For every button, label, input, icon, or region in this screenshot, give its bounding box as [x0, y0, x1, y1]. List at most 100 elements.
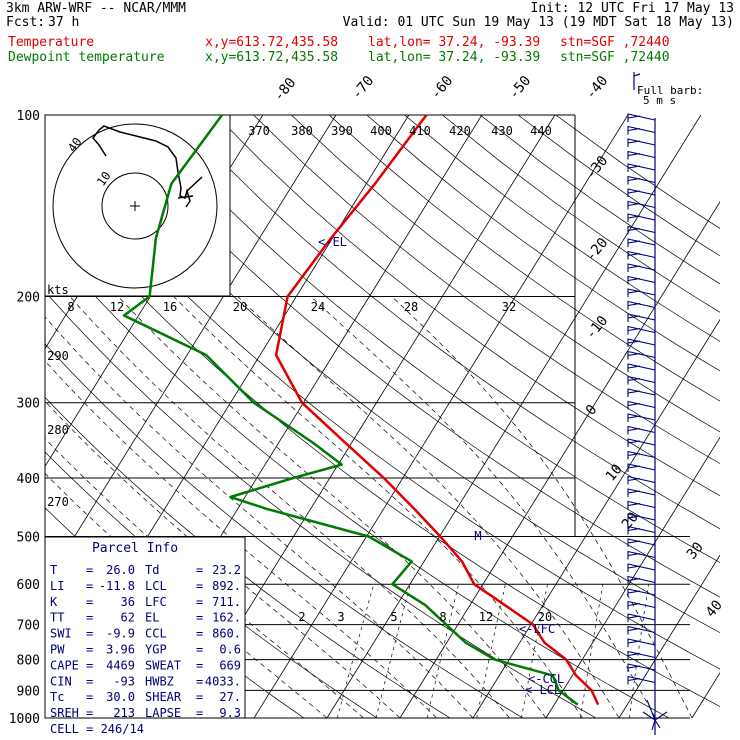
wind-barb [627, 350, 656, 360]
parcel-row-value: -93 [113, 674, 135, 688]
wind-barb [627, 400, 656, 410]
parcel-row-label: YGP [145, 643, 167, 657]
theta-label: 270 [47, 495, 69, 509]
wind-barb [627, 175, 656, 185]
isobar-label: 1000 [9, 712, 40, 727]
isotherm-line [691, 672, 720, 718]
mixing-ratio-label: 8 [439, 610, 446, 624]
theta-label: 400 [370, 124, 392, 138]
parcel-row-equals: = [196, 563, 203, 577]
hodograph-ring [101, 172, 169, 240]
parcel-row-value: 27. [219, 690, 241, 704]
parcel-row-equals: = [86, 658, 93, 672]
clipped-lines [45, 115, 720, 718]
mixing-ratio-line [580, 584, 604, 718]
isotherm-label: 30 [684, 539, 707, 562]
parcel-row-value: -9.9 [106, 627, 135, 641]
dewpoint-xy: x,y=613.72,435.58 [205, 50, 339, 65]
wind-barb [627, 600, 656, 610]
wind-barb [627, 413, 656, 422]
parcel-box-frame [44, 536, 246, 719]
parcel-info-title: Parcel Info [92, 541, 178, 556]
wind-barb [627, 613, 656, 622]
lfc-annotation: <-LFC [519, 622, 555, 636]
theta-label: 380 [291, 124, 313, 138]
wind-barb [627, 113, 656, 122]
hodograph-trace [92, 125, 191, 208]
parcel-row-equals: = [196, 611, 203, 625]
parcel-row-label: Tc [50, 690, 64, 704]
mixing-ratio-label: 5 [390, 610, 397, 624]
parcel-row-value: 162. [212, 611, 241, 625]
wind-barb [627, 538, 656, 547]
isobar-label: 700 [17, 619, 40, 634]
wind-barb [627, 150, 656, 160]
dewpoint-label: Dewpoint temperature [8, 50, 165, 65]
parcel-row-equals: = [196, 643, 203, 657]
speed-label: 12 [110, 300, 124, 314]
wind-barb-sample [633, 72, 641, 90]
parcel-row-equals: = [86, 611, 93, 625]
parcel-row-label: LCL [145, 579, 167, 593]
parcel-row-equals: = [86, 643, 93, 657]
parcel-row-equals: = [86, 627, 93, 641]
wind-barb [627, 225, 656, 235]
isotherm-label: -30 [583, 153, 612, 183]
wind-barb [627, 625, 656, 635]
wind-barb [627, 238, 656, 247]
parcel-row-label: SHEAR [145, 690, 182, 704]
wind-barb [627, 563, 656, 572]
isobar-label: 200 [17, 291, 40, 306]
wind-barb [627, 650, 656, 660]
parcel-row-value: 4469 [106, 658, 135, 672]
isotherm-line [545, 436, 720, 718]
temperature-profile [274, 114, 600, 706]
moist-adiabat [173, 296, 583, 718]
wind-barb [627, 463, 656, 472]
speed-label: 24 [311, 300, 325, 314]
wind-barb [627, 300, 656, 310]
parcel-row-equals: = [196, 706, 203, 720]
theta-label: 390 [331, 124, 353, 138]
parcel-row-equals: = [86, 674, 93, 688]
isobar-label: 300 [17, 397, 40, 412]
parcel-row-label: CIN [50, 674, 72, 688]
wind-barb [627, 663, 656, 672]
parcel-row-value: 30.0 [106, 690, 135, 704]
dry-adiabat [253, 115, 720, 464]
wind-barb [627, 250, 656, 260]
ccl-annotation: <-CCL [528, 672, 564, 686]
wind-barb [627, 163, 656, 172]
speed-label: 16 [163, 300, 177, 314]
wind-barb [627, 550, 656, 560]
wind-barb [627, 525, 656, 535]
speed-label: 8 [67, 300, 74, 314]
moist-adiabat [45, 400, 401, 718]
parcel-row-label: SWEAT [145, 658, 181, 672]
parcel-row-value: 711. [212, 595, 241, 609]
parcel-row-value: -11.8 [99, 579, 135, 593]
model-title: 3km ARW-WRF -- NCAR/MMM [6, 1, 187, 16]
wind-barb-label: Full barb: [637, 84, 703, 97]
parcel-row-label: T [50, 563, 57, 577]
temperature-station: stn=SGF ,72440 [560, 35, 670, 50]
parcel-row-value: 860. [212, 627, 241, 641]
el-annotation: <-EL [318, 235, 347, 249]
parcel-row-label: HWBZ [145, 674, 174, 688]
mixing-ratio-label: 3 [337, 610, 344, 624]
theta-label: 440 [530, 124, 552, 138]
isobar-label: 100 [17, 109, 40, 124]
parcel-row-equals: = [86, 706, 93, 720]
dry-adiabat [45, 137, 720, 670]
wind-barbs: Full barb:5 m s [627, 72, 703, 735]
temperature-latlon: lat,lon= 37.24, -93.39 [368, 35, 541, 50]
parcel-row-value: 23.2 [212, 563, 241, 577]
wind-barb [627, 513, 656, 522]
parcel-row-label: EL [145, 611, 159, 625]
wind-barb-unit: 5 m s [643, 94, 676, 107]
dry-adiabat [102, 115, 720, 598]
parcel-row-value: 0.6 [219, 643, 241, 657]
theta-label: 290 [47, 349, 69, 363]
parcel-row-value: 4033. [205, 674, 241, 688]
wind-barb [627, 675, 656, 685]
